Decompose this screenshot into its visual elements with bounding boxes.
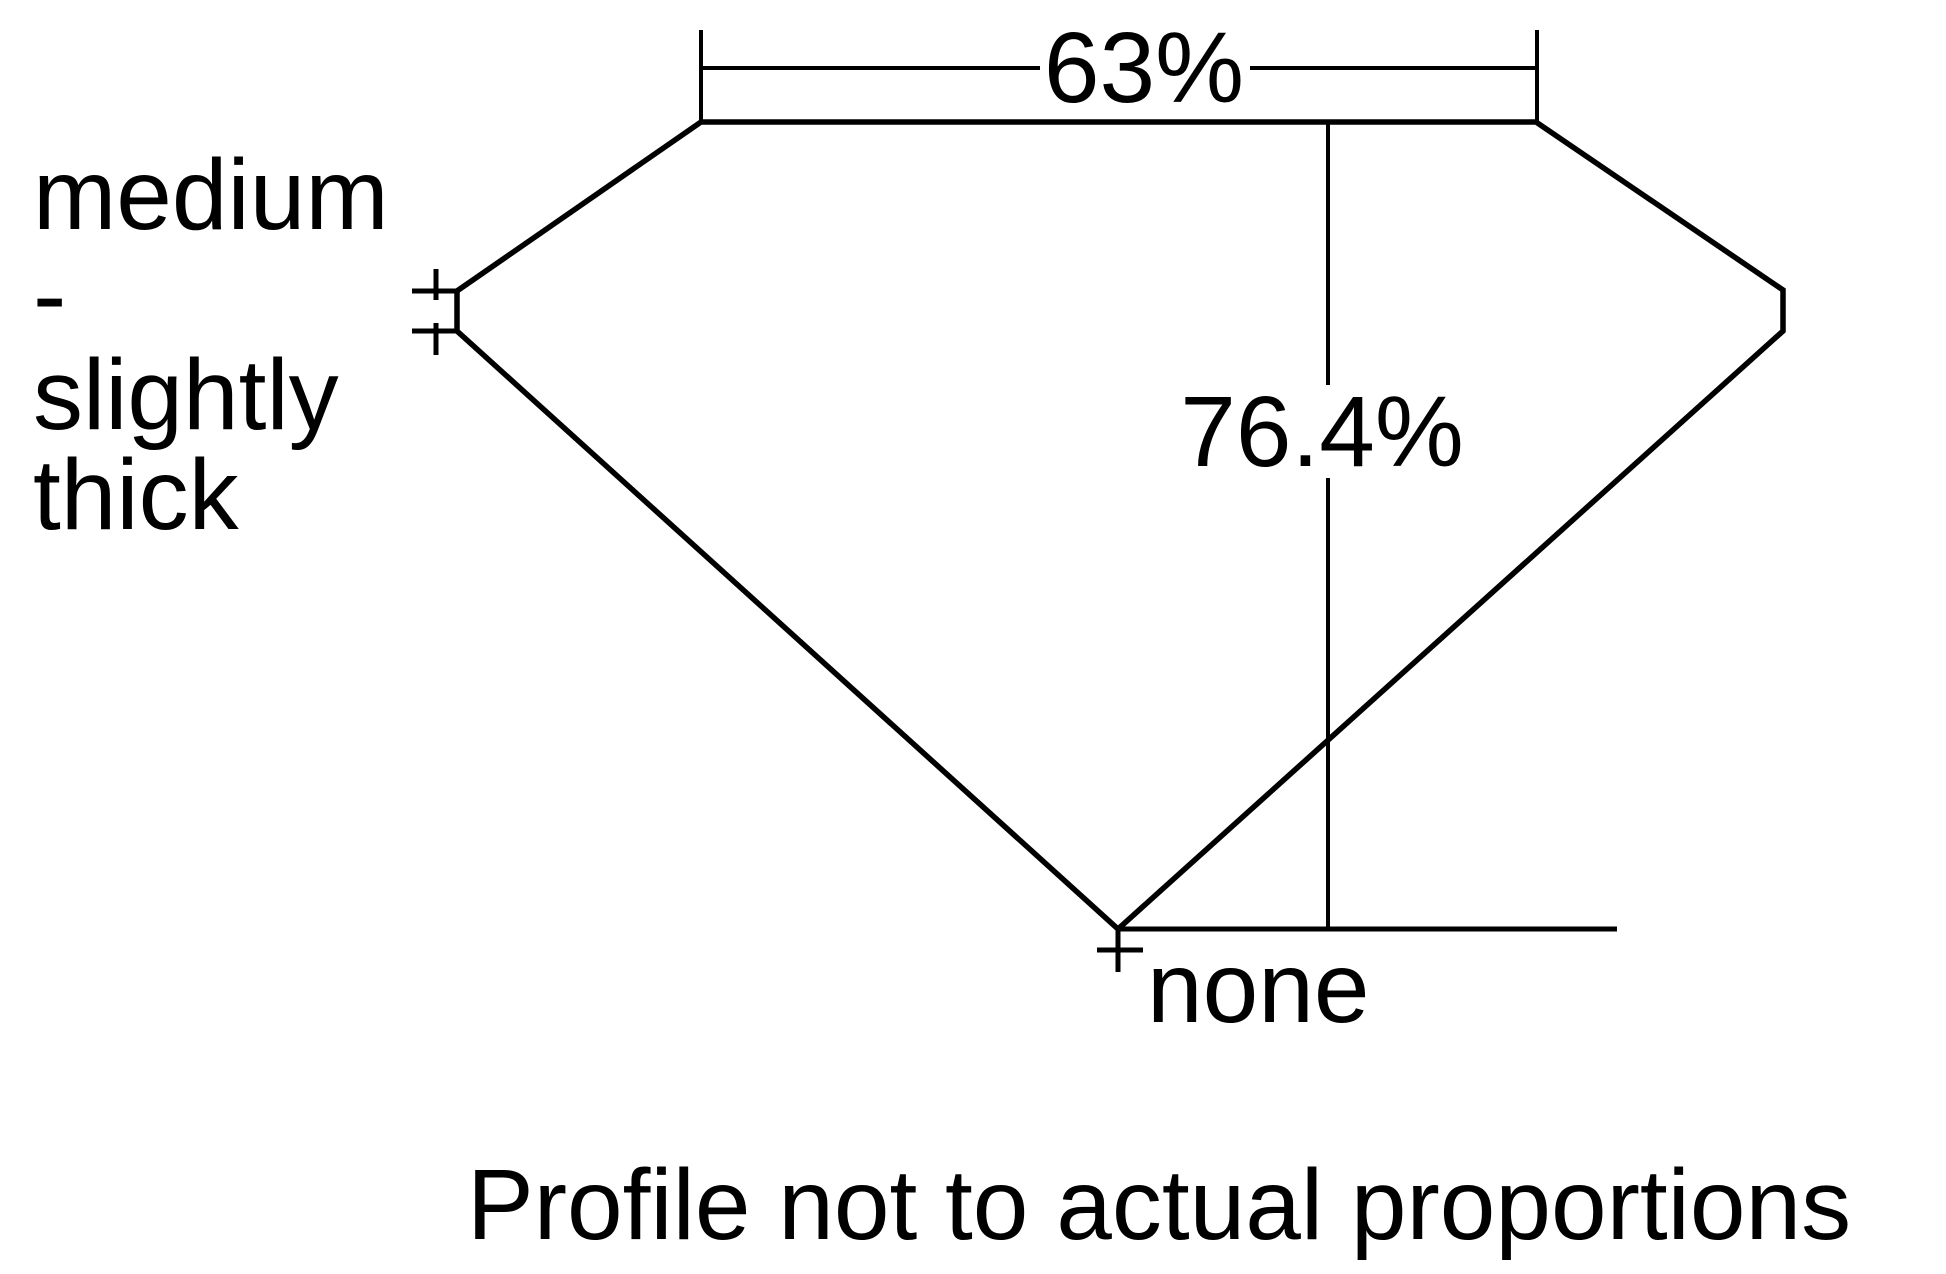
- girdle-thickness-label-line: thick: [33, 439, 239, 551]
- girdle-thickness-label-line: medium: [33, 139, 389, 251]
- girdle-thickness-label-line: slightly: [33, 339, 339, 451]
- girdle-thickness-label: medium - slightly thick: [33, 145, 389, 545]
- diamond-outline: [454, 119, 1786, 933]
- culet-label: none: [1147, 932, 1370, 1044]
- girdle-thickness-label-line: -: [33, 239, 67, 351]
- depth-percent-label: 76.4%: [1180, 376, 1464, 488]
- table-percent-label: 63%: [1043, 12, 1245, 124]
- caption: Profile not to actual proportions: [467, 1149, 1852, 1261]
